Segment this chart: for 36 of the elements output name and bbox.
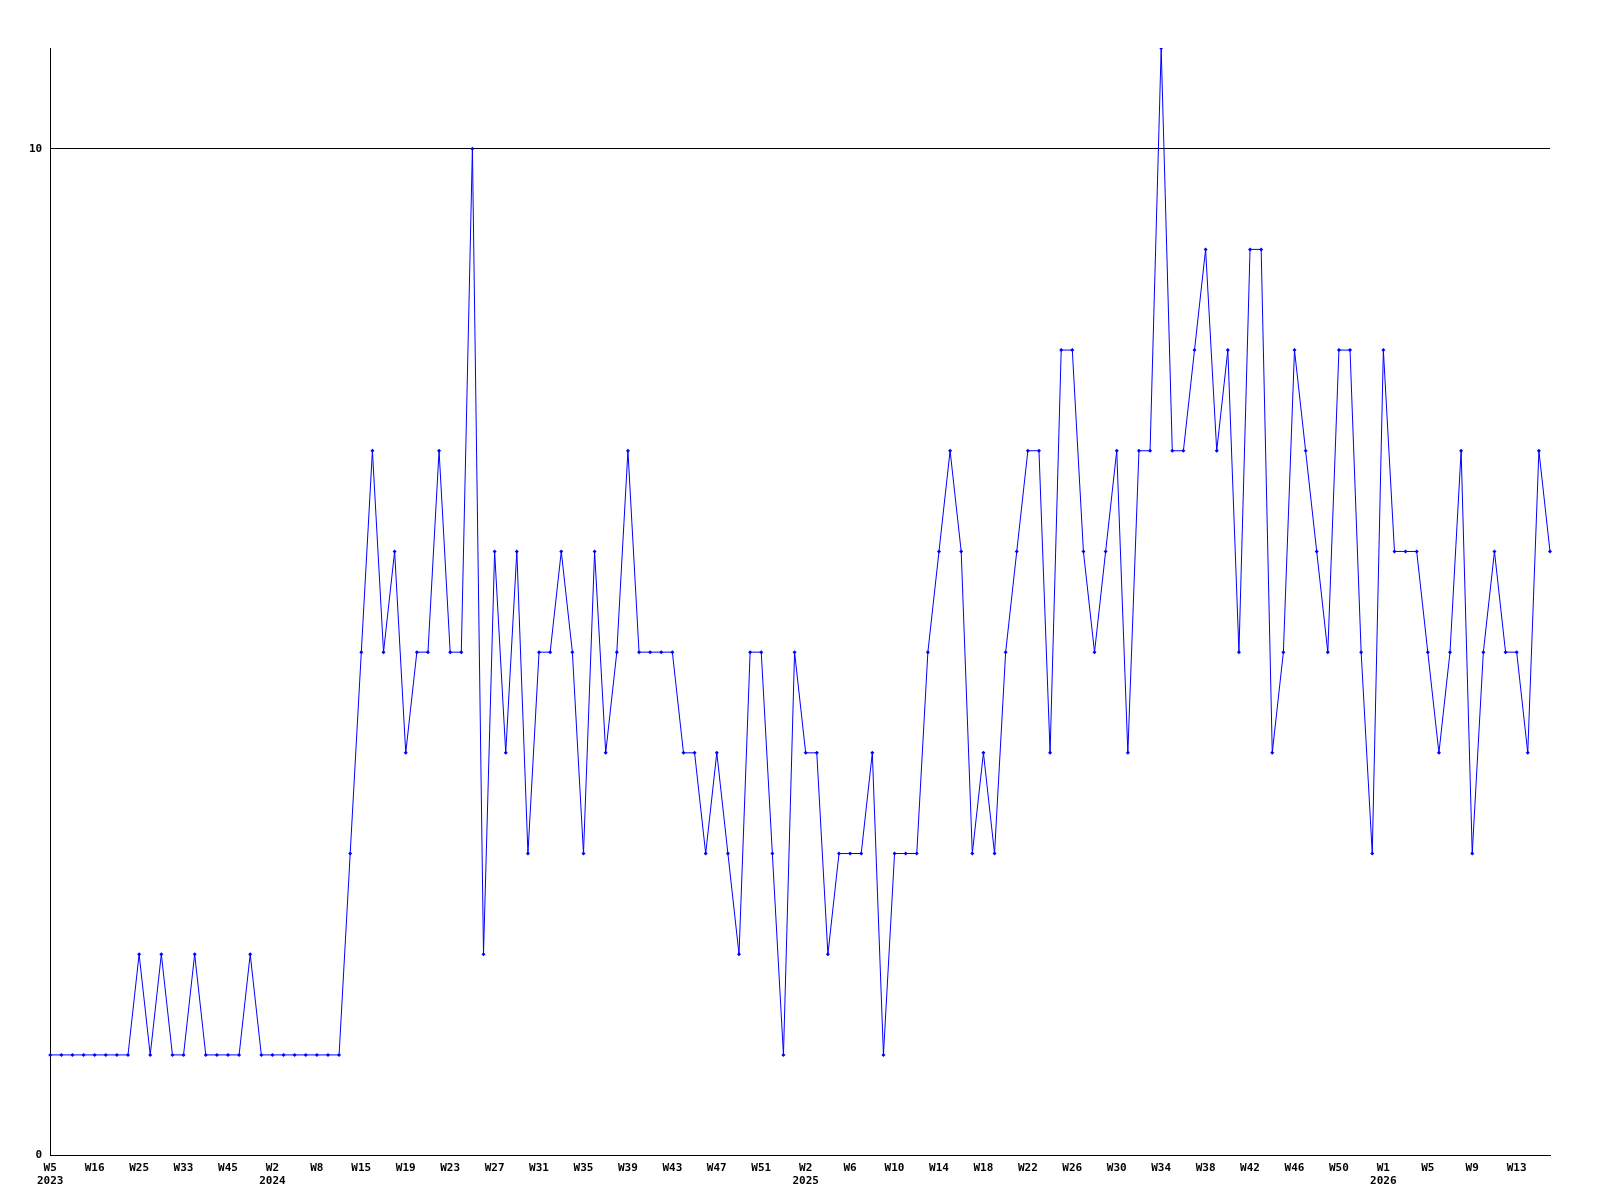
x-tick-label: W43 <box>662 1161 683 1175</box>
x-tick-label: W51 <box>751 1161 772 1175</box>
x-tick-label: W16 <box>84 1161 105 1175</box>
x-tick-label: W45 <box>218 1161 238 1175</box>
x-tick-label: W2 2025 <box>792 1161 819 1188</box>
y-tick-label: 0 <box>35 1148 43 1162</box>
x-tick-label: W18 <box>973 1161 994 1175</box>
x-tick-label: W15 <box>351 1161 372 1175</box>
x-tick-label: W31 <box>529 1161 550 1175</box>
x-tick-label: W8 <box>310 1161 324 1175</box>
x-tick-label: W46 <box>1284 1161 1305 1175</box>
x-tick-label: W13 <box>1506 1161 1527 1175</box>
x-tick-label: W30 <box>1106 1161 1127 1175</box>
x-tick-label: W23 <box>440 1161 461 1175</box>
x-tick-label: W39 <box>617 1161 638 1175</box>
x-tick-label: W9 <box>1465 1161 1479 1175</box>
y-tick-label: 10 <box>29 141 43 155</box>
x-tick-label: W27 <box>484 1161 505 1175</box>
x-tick-label: W25 <box>129 1161 150 1175</box>
x-tick-label: W42 <box>1240 1161 1260 1175</box>
x-tick-label: W34 <box>1151 1161 1172 1175</box>
x-tick-label: W14 <box>929 1161 950 1175</box>
x-tick-label: W33 <box>173 1161 194 1175</box>
x-tick-label: W2 2024 <box>259 1161 287 1188</box>
x-tick-label: W26 <box>1062 1161 1083 1175</box>
x-tick-label: W22 <box>1017 1161 1038 1175</box>
x-tick-label: W10 <box>884 1161 905 1175</box>
x-tick-label: W35 <box>573 1161 594 1175</box>
x-tick-label: W5 2023 <box>37 1161 64 1188</box>
x-tick-label: W19 <box>395 1161 416 1175</box>
x-tick-label: W47 <box>706 1161 727 1175</box>
x-tick-label: W50 <box>1328 1161 1349 1175</box>
x-tick-label: W6 <box>843 1161 858 1175</box>
x-tick-label: W5 <box>1421 1161 1435 1175</box>
x-tick-label: W1 2026 <box>1370 1161 1397 1188</box>
x-tick-label: W38 <box>1195 1161 1216 1175</box>
